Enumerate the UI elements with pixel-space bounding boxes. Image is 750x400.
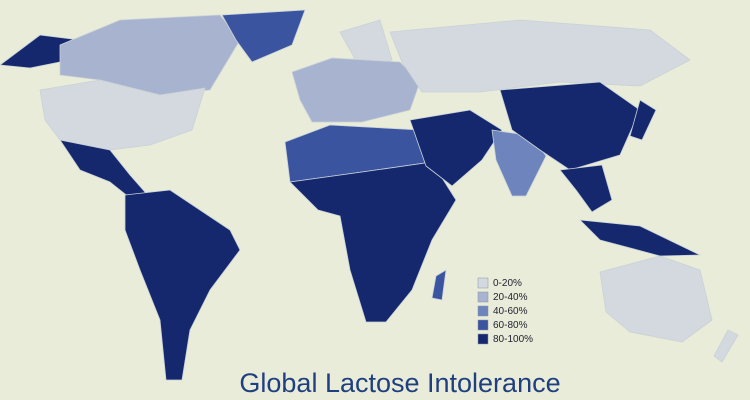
legend-label: 60-80%: [493, 320, 528, 331]
legend-swatch: [477, 291, 489, 303]
indonesia: [579, 219, 701, 257]
legend-label: 20-40%: [493, 292, 528, 303]
canada: [59, 14, 241, 96]
legend-label: 80-100%: [493, 334, 533, 345]
legend-swatch: [477, 305, 489, 317]
japan: [629, 99, 657, 141]
europe: [291, 57, 421, 123]
usa: [39, 79, 206, 151]
legend-swatch: [477, 319, 489, 331]
russia: [389, 19, 691, 93]
legend-label: 40-60%: [493, 306, 528, 317]
legend-swatch: [477, 277, 489, 289]
legend-label: 0-20%: [493, 278, 522, 289]
map-title: Global Lactose Intolerance: [239, 368, 560, 398]
middle-east: [409, 109, 503, 187]
regions: [0, 9, 739, 381]
sub-saharan-africa: [289, 161, 457, 323]
greenland: [221, 9, 306, 63]
australia: [599, 255, 713, 343]
china: [499, 81, 641, 171]
scandinavia: [339, 19, 393, 73]
southeast-asia: [559, 164, 613, 213]
new-zealand: [713, 329, 739, 363]
south-america: [124, 189, 241, 381]
legend: 0-20% 20-40% 40-60% 60-80% 80-100%: [477, 277, 533, 345]
legend-swatch: [477, 333, 489, 345]
madagascar: [431, 269, 447, 301]
